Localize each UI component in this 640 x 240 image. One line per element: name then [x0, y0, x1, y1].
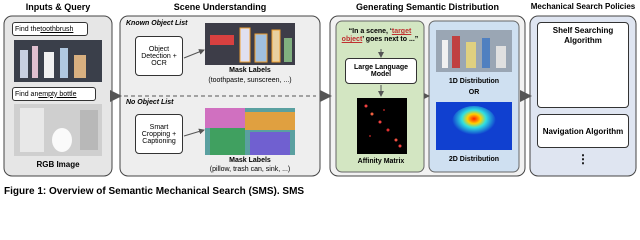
model: Large Language Model — [345, 58, 417, 84]
prompt: “In a scene, ‘target object’ goes next t… — [339, 28, 421, 45]
method: Object Detection + OCR — [135, 36, 183, 76]
panel-title: Generating Semantic Distribution — [355, 2, 500, 12]
mask-examples: (toothpaste, sunscreen, ...) — [208, 77, 292, 84]
query: Find the toothbrush — [12, 22, 88, 36]
method: Smart Cropping + Captioning — [135, 114, 183, 154]
mask-label: Mask Labels — [229, 157, 271, 164]
matrix-label: Affinity Matrix — [357, 158, 405, 165]
panel-title: Mechanical Search Policies — [530, 2, 636, 11]
section-label: Known Object List — [126, 20, 188, 27]
policy-label: Navigation Algorithm — [537, 114, 629, 148]
policy-label: Shelf Searching Algorithm — [552, 26, 614, 45]
panel-title: Inputs & Query — [25, 2, 91, 12]
query-target: empty bottle — [38, 90, 77, 98]
ellipsis: ⋮ — [577, 152, 589, 166]
prompt-text: “In a scene, ‘ — [348, 28, 392, 35]
image-label: RGB Image — [36, 160, 80, 169]
mask-examples: (pillow, trash can, sink, ...) — [209, 166, 291, 173]
prompt-text: ’ goes next to ...” — [362, 36, 419, 44]
query-text: Find the — [15, 25, 41, 33]
prompt-target: target object — [341, 28, 412, 44]
or-label: OR — [468, 89, 480, 96]
page: Inputs & Query Find the toothbrush Find … — [3, 2, 637, 197]
policy-box — [537, 22, 629, 108]
section-label: No Object List — [126, 99, 174, 106]
query-target: toothbrush — [40, 25, 74, 33]
distribution-label: 1D Distribution — [448, 78, 500, 85]
caption: Figure 1: Overview of Semantic Mechanica… — [4, 186, 305, 197]
query-text: Find an — [15, 90, 39, 98]
panel-title: Scene Understanding — [173, 2, 267, 12]
mask-label: Mask Labels — [229, 67, 271, 74]
query: Find an empty bottle — [12, 87, 96, 101]
distribution-label: 2D Distribution — [448, 156, 500, 163]
